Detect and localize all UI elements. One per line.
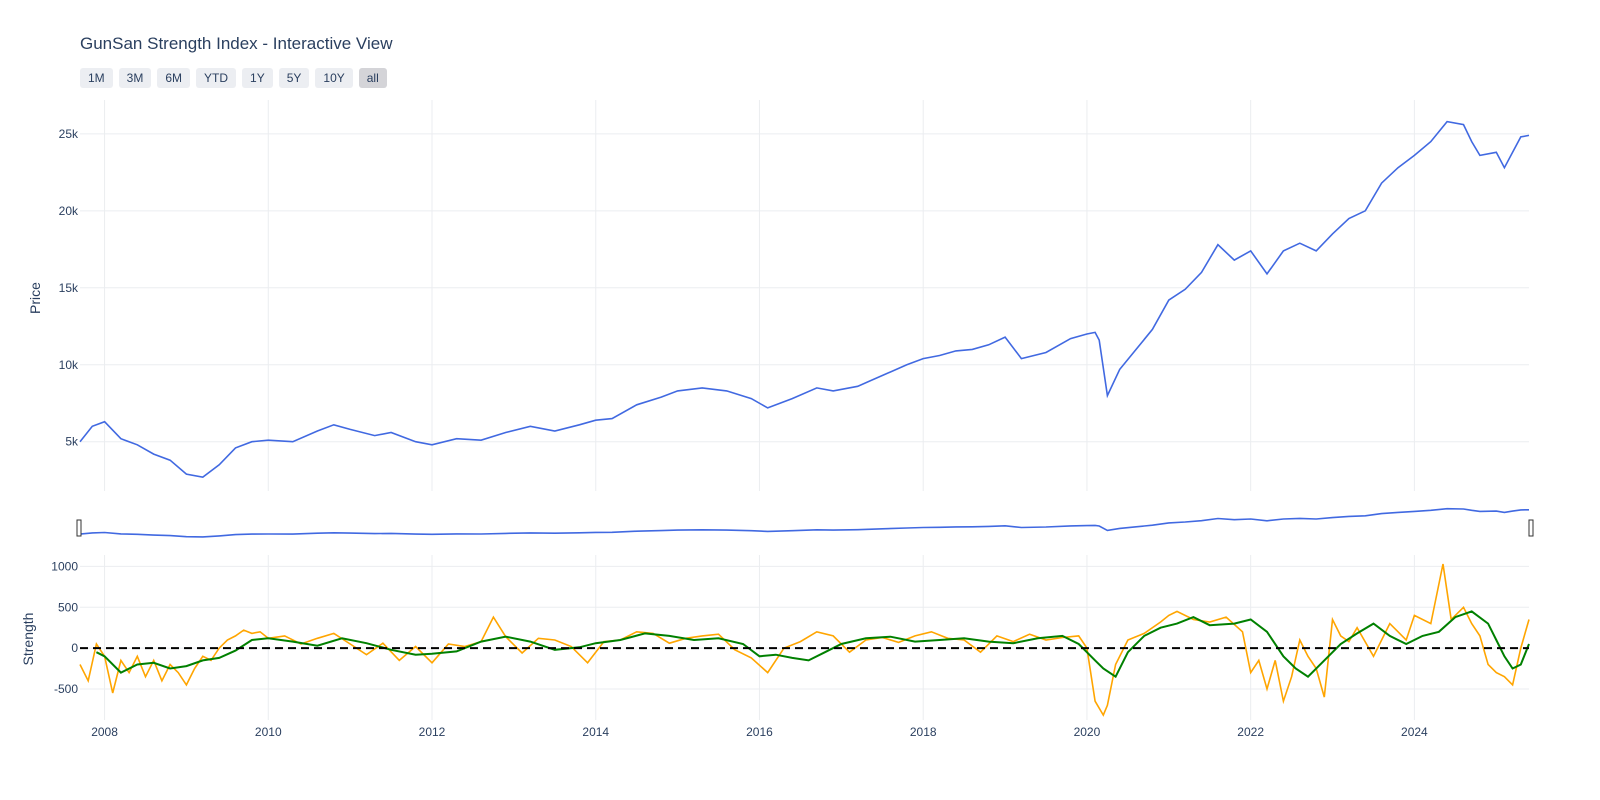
x-tick-label: 2020 [1074, 725, 1101, 739]
x-tick-label: 2016 [746, 725, 773, 739]
strength-y-tick-label: 500 [58, 600, 78, 614]
strength-y-tick-label: 1000 [51, 559, 78, 573]
price-y-tick-label: 25k [59, 127, 79, 141]
range-selector: 1M 3M 6M YTD 1Y 5Y 10Y all [80, 68, 387, 88]
x-tick-label: 2008 [91, 725, 118, 739]
strength-y-tick-label: 0 [71, 641, 78, 655]
strength-panel[interactable]: -500 0 500 1000 Strength [20, 555, 1530, 720]
strength-axis-title: Strength [20, 613, 36, 666]
range-slider-left-handle[interactable] [76, 519, 82, 537]
range-button-3m[interactable]: 3M [118, 68, 152, 88]
range-button-6m[interactable]: 6M [157, 68, 191, 88]
range-button-1y[interactable]: 1Y [242, 68, 273, 88]
x-tick-label: 2014 [582, 725, 609, 739]
x-tick-label: 2024 [1401, 725, 1428, 739]
range-slider-right-handle[interactable] [1528, 519, 1534, 537]
price-y-ticks: 5k 10k 15k 20k 25k [59, 127, 79, 449]
range-button-1m[interactable]: 1M [80, 68, 113, 88]
price-axis-title: Price [27, 282, 43, 314]
x-axis-ticks: 2008 2010 2012 2014 2016 2018 2020 2022 2024 [91, 725, 1428, 739]
price-y-tick-label: 5k [65, 435, 79, 449]
price-y-tick-label: 15k [59, 281, 79, 295]
price-y-tick-label: 10k [59, 358, 79, 372]
price-y-tick-label: 20k [59, 204, 79, 218]
range-slider-series-line [79, 507, 1530, 538]
range-button-10y[interactable]: 10Y [315, 68, 353, 88]
strength-gridlines [80, 555, 1529, 720]
strength-series-line[interactable] [79, 563, 1530, 717]
x-tick-label: 2010 [255, 725, 282, 739]
price-panel[interactable]: 5k 10k 15k 20k 25k Price [27, 100, 1530, 491]
strength-smooth-series-line[interactable] [95, 610, 1530, 679]
range-slider[interactable] [76, 507, 1534, 538]
range-button-all[interactable]: all [358, 68, 387, 88]
price-gridlines [80, 100, 1529, 491]
strength-y-ticks: -500 0 500 1000 [51, 559, 78, 696]
x-tick-label: 2018 [910, 725, 937, 739]
x-tick-label: 2012 [419, 725, 446, 739]
range-button-5y[interactable]: 5Y [278, 68, 310, 88]
chart-title: GunSan Strength Index - Interactive View [80, 34, 393, 53]
x-tick-label: 2022 [1237, 725, 1264, 739]
range-button-ytd[interactable]: YTD [196, 68, 237, 88]
price-series-line[interactable] [79, 120, 1530, 478]
strength-y-tick-label: -500 [54, 682, 78, 696]
